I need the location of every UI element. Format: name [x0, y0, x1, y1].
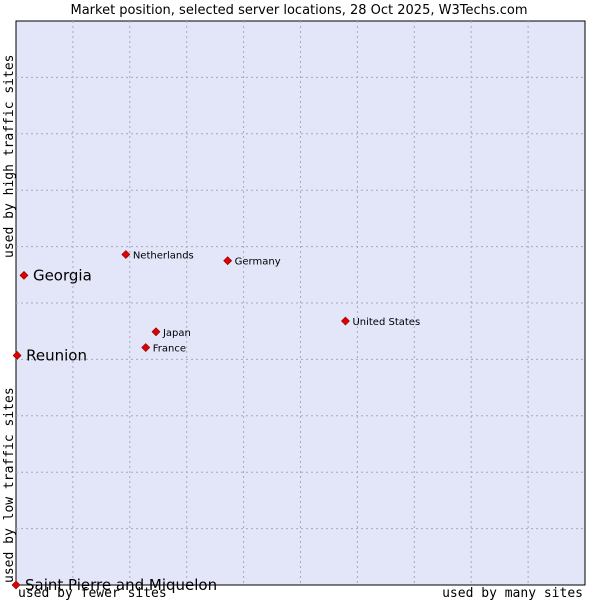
- point-netherlands: [121, 250, 131, 259]
- point-saint-pierre-and-miquelon: [11, 580, 21, 590]
- data-points: Netherlands Germany Georgia United States Ja…: [11, 250, 420, 594]
- point-france: [141, 343, 151, 352]
- grid: [16, 21, 585, 585]
- point-label-netherlands: Netherlands: [133, 250, 194, 261]
- point-label-saint-pierre-and-miquelon: Saint Pierre and Miquelon: [25, 576, 217, 594]
- point-georgia: [19, 270, 29, 280]
- point-germany: [223, 256, 233, 266]
- point-label-japan: Japan: [162, 328, 191, 339]
- x-axis-label-right: used by many sites: [442, 586, 583, 600]
- chart-title: Market position, selected server locatio…: [70, 3, 527, 18]
- point-united-states: [341, 316, 350, 326]
- point-label-germany: Germany: [235, 257, 281, 268]
- x-axis-label-left: used by fewer sites: [18, 586, 167, 600]
- y-axis-label-top: used by high traffic sites: [2, 55, 17, 259]
- point-label-united-states: United States: [352, 317, 420, 328]
- point-label-georgia: Georgia: [33, 266, 92, 284]
- y-axis-label-bottom: used by low traffic sites: [2, 387, 17, 583]
- point-label-reunion: Reunion: [26, 346, 87, 364]
- point-label-france: France: [153, 344, 186, 355]
- point-japan: [151, 327, 161, 337]
- point-reunion: [12, 351, 22, 360]
